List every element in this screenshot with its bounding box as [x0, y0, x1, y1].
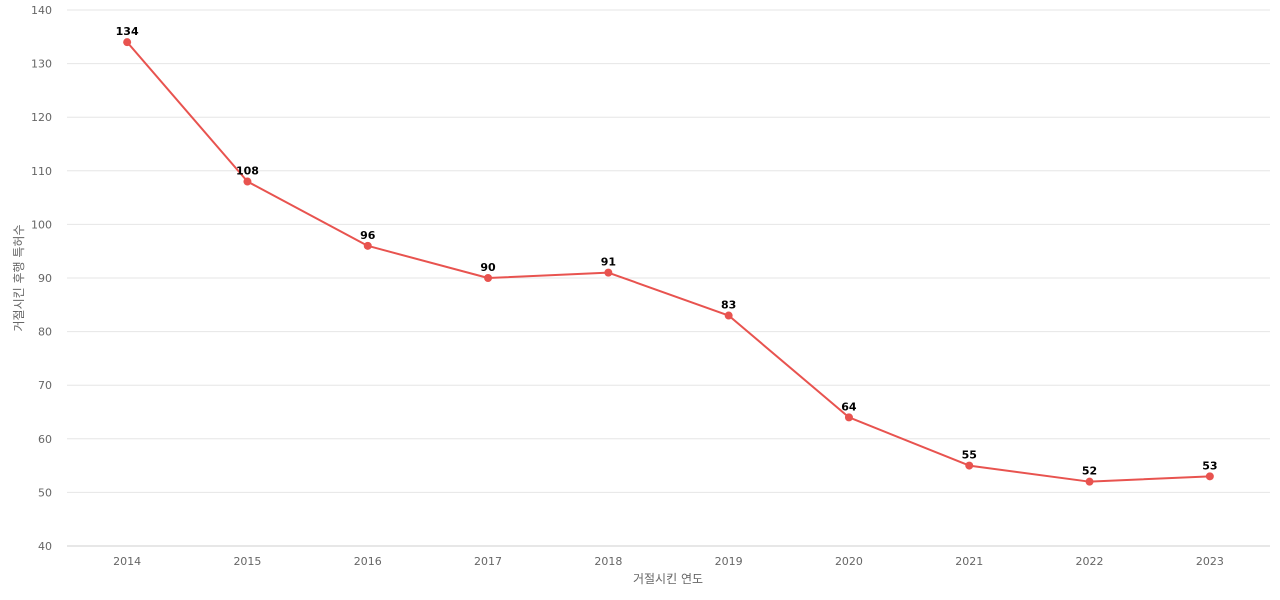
x-tick-label: 2018: [594, 555, 622, 568]
data-label: 90: [480, 261, 496, 274]
x-tick-label: 2017: [474, 555, 502, 568]
data-point: [724, 311, 733, 320]
x-tick-label: 2021: [955, 555, 983, 568]
x-axis-ticks: 2014 2015 2016 2017 2018 2019 2020 2021 2022 2023: [113, 555, 1224, 568]
data-point: [1205, 472, 1214, 481]
data-labels: 134 108 96 90 91 83 64 55 52 53: [116, 25, 1218, 478]
series-line: [126, 41, 1210, 483]
data-point: [123, 38, 132, 47]
data-point: [363, 241, 372, 250]
grid-lines: [67, 9, 1270, 547]
y-tick-label: 90: [38, 272, 52, 285]
y-tick-label: 60: [38, 433, 52, 446]
data-point: [484, 274, 493, 282]
data-label: 52: [1082, 465, 1097, 478]
data-label: 64: [841, 400, 857, 413]
x-tick-label: 2019: [715, 555, 743, 568]
y-tick-label: 110: [31, 165, 52, 178]
data-point: [965, 461, 974, 470]
x-tick-label: 2023: [1196, 555, 1224, 568]
data-label: 96: [360, 229, 376, 242]
x-tick-label: 2016: [354, 555, 382, 568]
series-layer: [123, 38, 1214, 486]
y-tick-label: 70: [38, 379, 52, 392]
y-tick-label: 50: [38, 486, 52, 499]
x-tick-label: 2020: [835, 555, 863, 568]
data-label: 134: [116, 25, 139, 38]
data-label: 91: [601, 256, 616, 269]
x-tick-label: 2022: [1076, 555, 1104, 568]
data-point: [844, 413, 853, 422]
x-tick-label: 2014: [113, 555, 141, 568]
y-tick-label: 130: [31, 58, 52, 71]
data-label: 55: [962, 449, 977, 462]
y-tick-label: 80: [38, 326, 52, 339]
y-tick-label: 140: [31, 4, 52, 17]
data-label: 83: [721, 299, 736, 312]
data-point: [1085, 477, 1094, 486]
data-point: [604, 268, 613, 277]
data-label: 53: [1202, 459, 1217, 472]
x-axis-title: 거절시킨 연도: [633, 572, 703, 586]
data-point: [243, 177, 252, 186]
y-tick-label: 40: [38, 540, 52, 553]
y-tick-label: 100: [31, 218, 52, 231]
y-axis-title: 거절시킨 후행 특허수: [11, 225, 26, 332]
y-axis-ticks: 40 50 60 70 80 90 100 110 120 130 140: [31, 4, 52, 553]
data-label: 108: [236, 165, 259, 178]
x-tick-label: 2015: [233, 555, 261, 568]
y-tick-label: 120: [31, 111, 52, 124]
